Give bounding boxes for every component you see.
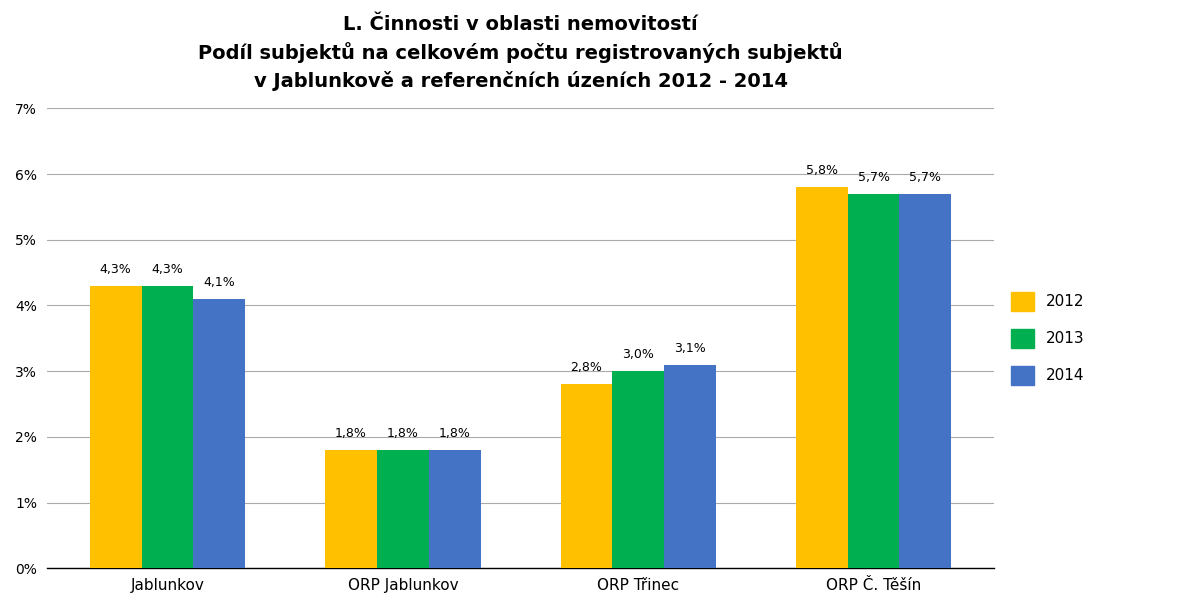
Bar: [325, 450, 377, 568]
Bar: [377, 450, 428, 568]
Text: 5,7%: 5,7%: [910, 171, 941, 184]
Bar: [90, 286, 142, 568]
Text: 1,8%: 1,8%: [386, 427, 419, 440]
Bar: [428, 450, 480, 568]
Text: 2,8%: 2,8%: [570, 361, 602, 375]
Bar: [142, 286, 193, 568]
Text: 1,8%: 1,8%: [335, 427, 367, 440]
Text: 1,8%: 1,8%: [439, 427, 470, 440]
Text: 4,3%: 4,3%: [151, 263, 184, 276]
Text: 5,7%: 5,7%: [858, 171, 889, 184]
Bar: [900, 194, 952, 568]
Bar: [612, 371, 664, 568]
Text: 4,1%: 4,1%: [203, 276, 235, 289]
Legend: 2012, 2013, 2014: 2012, 2013, 2014: [1004, 286, 1091, 391]
Text: 3,1%: 3,1%: [674, 342, 706, 354]
Bar: [847, 194, 900, 568]
Text: 5,8%: 5,8%: [806, 164, 838, 178]
Bar: [193, 299, 245, 568]
Bar: [796, 187, 847, 568]
Bar: [560, 384, 612, 568]
Text: 3,0%: 3,0%: [623, 348, 654, 361]
Title: L. Činnosti v oblasti nemovitostí
Podíl subjektů na celkovém počtu registrovanýc: L. Činnosti v oblasti nemovitostí Podíl …: [198, 15, 842, 91]
Text: 4,3%: 4,3%: [100, 263, 132, 276]
Bar: [664, 365, 716, 568]
